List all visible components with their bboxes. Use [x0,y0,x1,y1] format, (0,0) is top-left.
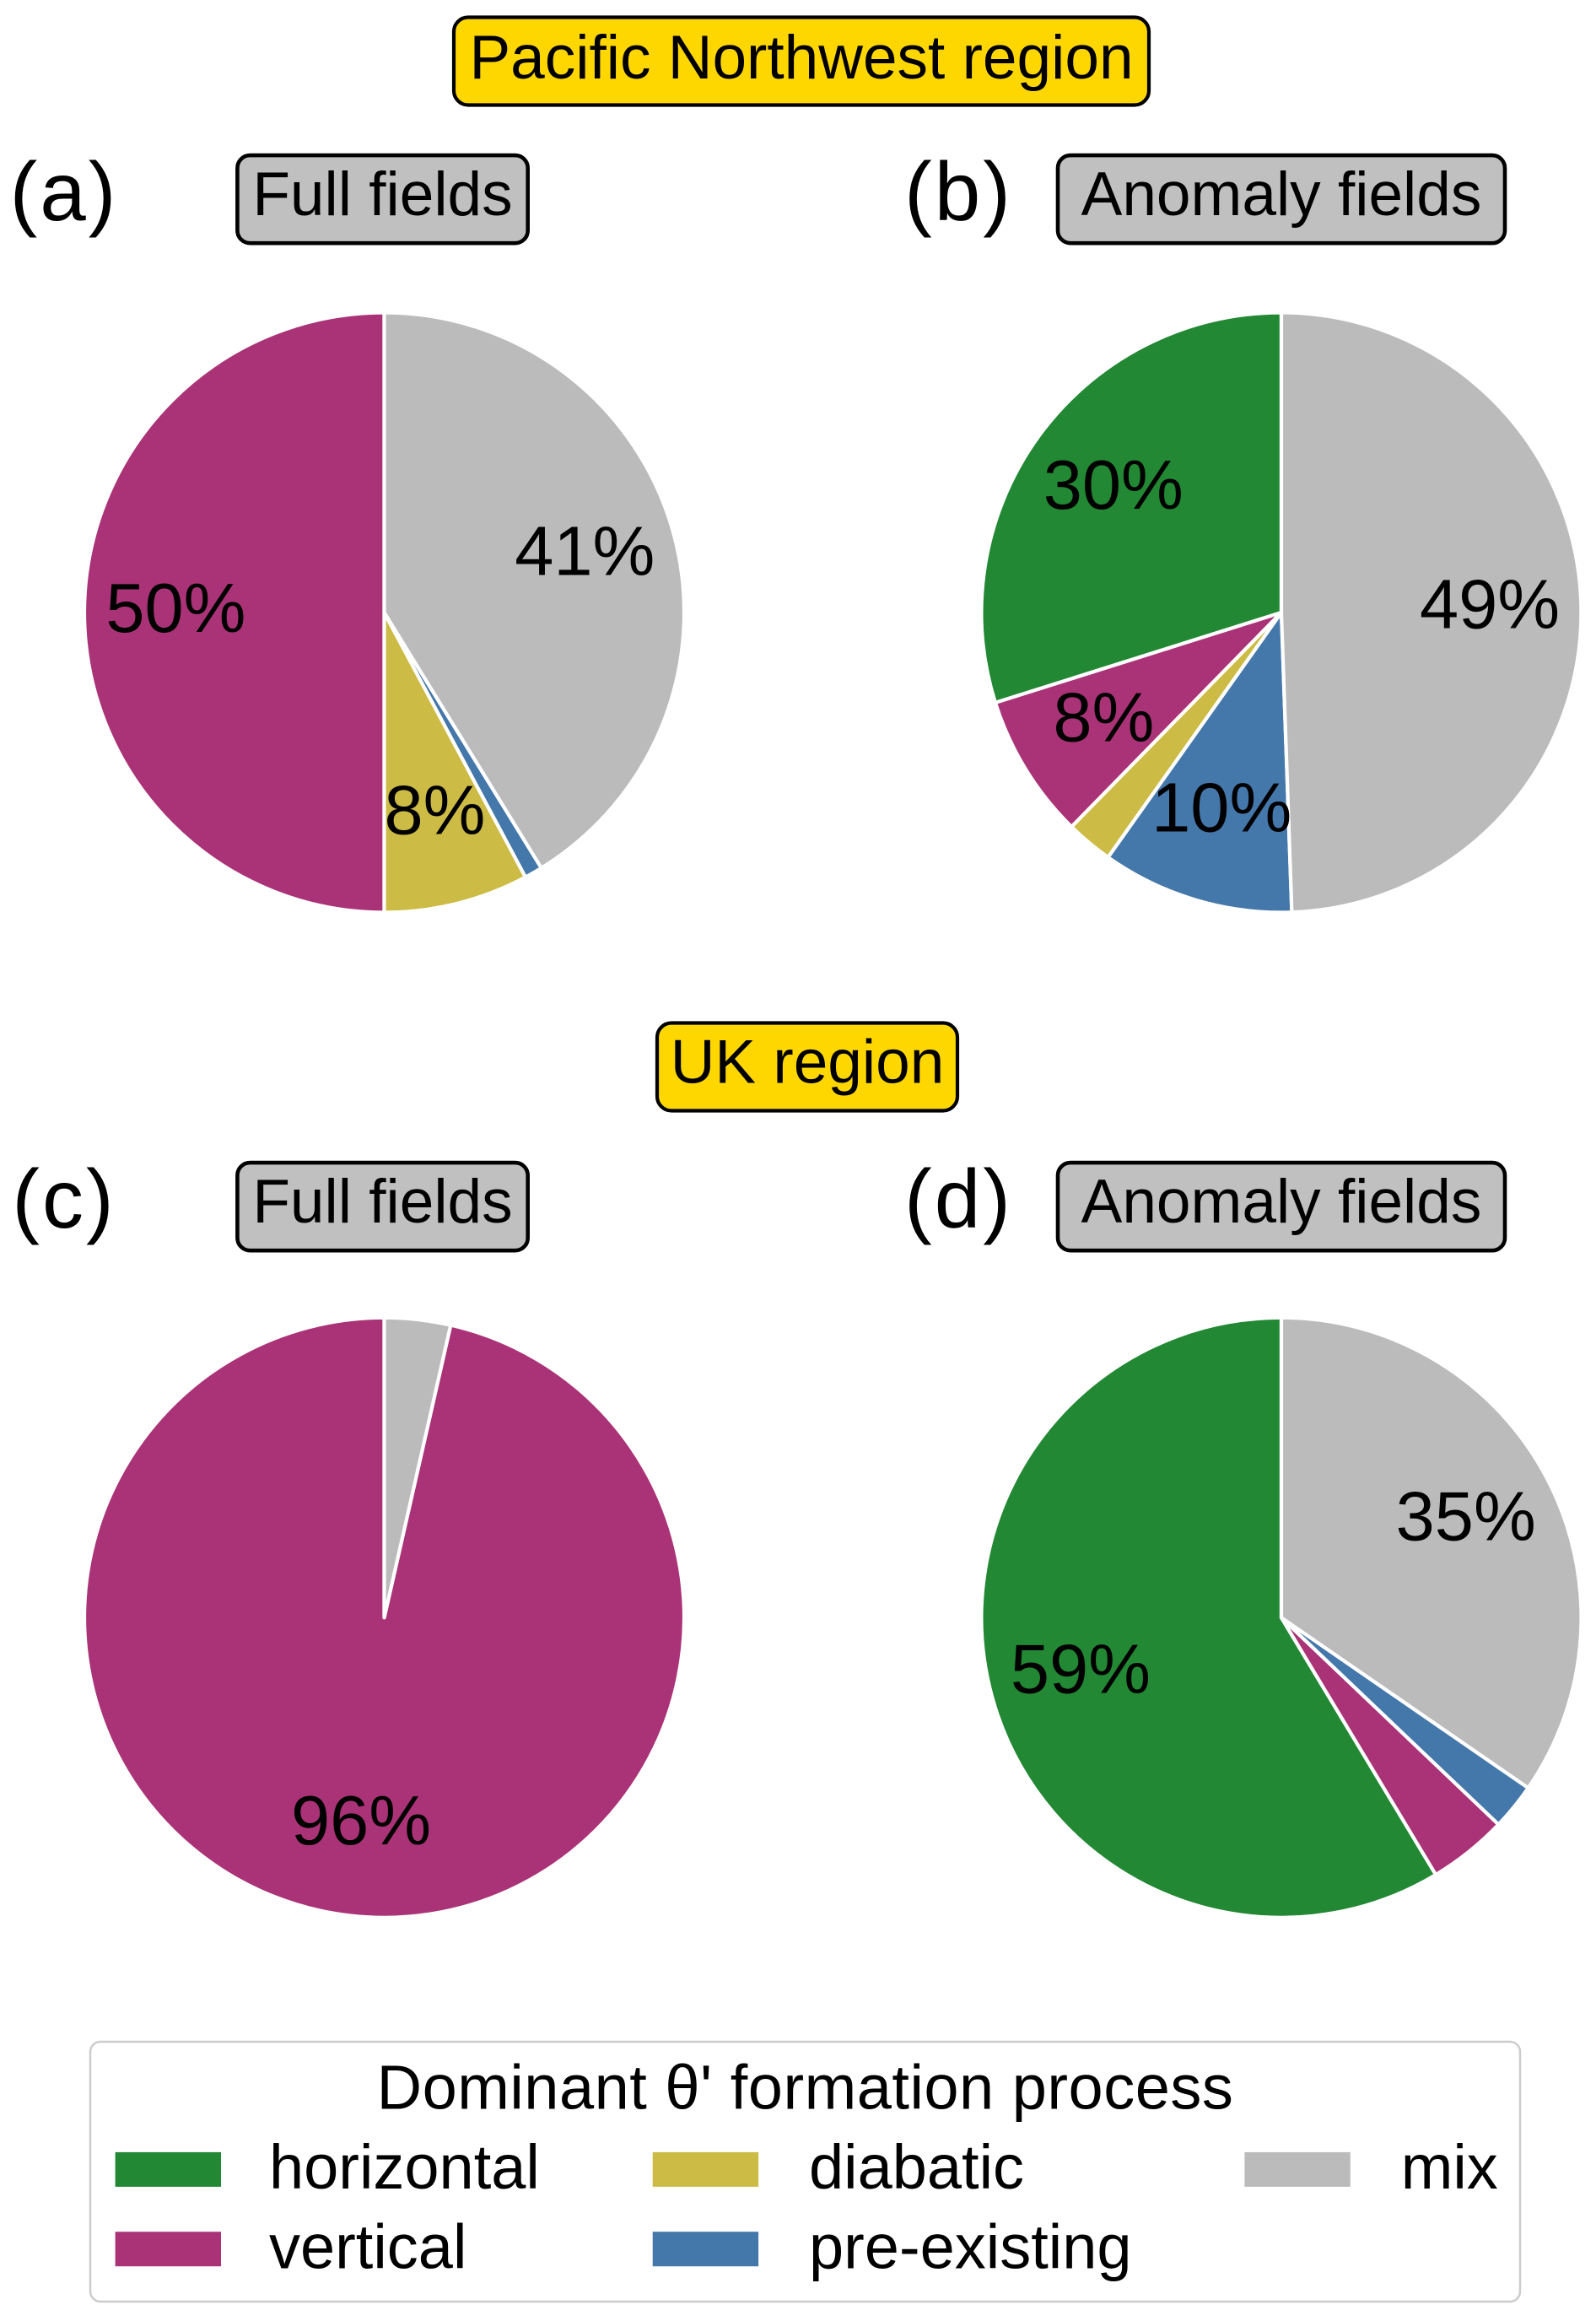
svg-text:diabatic: diabatic [809,2132,1024,2202]
svg-text:35%: 35% [1396,1477,1536,1556]
svg-text:Full fields: Full fields [252,160,512,229]
svg-text:(c): (c) [12,1152,116,1245]
svg-text:horizontal: horizontal [269,2132,540,2202]
svg-text:30%: 30% [1043,445,1184,524]
svg-text:8%: 8% [385,771,486,850]
svg-text:41%: 41% [515,512,655,591]
svg-text:59%: 59% [1011,1629,1151,1708]
svg-text:pre-existing: pre-existing [809,2211,1132,2281]
svg-text:(b): (b) [904,145,1013,238]
svg-text:(d): (d) [904,1152,1013,1245]
svg-text:(a): (a) [10,145,119,238]
svg-text:Dominant θ' formation process: Dominant θ' formation process [377,2052,1234,2122]
svg-text:8%: 8% [1053,677,1154,756]
svg-text:vertical: vertical [269,2211,466,2281]
svg-text:Anomaly fields: Anomaly fields [1081,1168,1482,1236]
svg-text:49%: 49% [1420,565,1560,644]
svg-text:96%: 96% [291,1781,431,1859]
svg-text:Anomaly fields: Anomaly fields [1081,160,1482,229]
svg-text:Pacific Northwest region: Pacific Northwest region [469,24,1133,92]
svg-text:10%: 10% [1151,769,1291,847]
svg-text:50%: 50% [105,569,245,647]
svg-text:UK region: UK region [671,1028,945,1097]
svg-text:Full fields: Full fields [252,1168,512,1236]
svg-text:mix: mix [1401,2132,1498,2202]
